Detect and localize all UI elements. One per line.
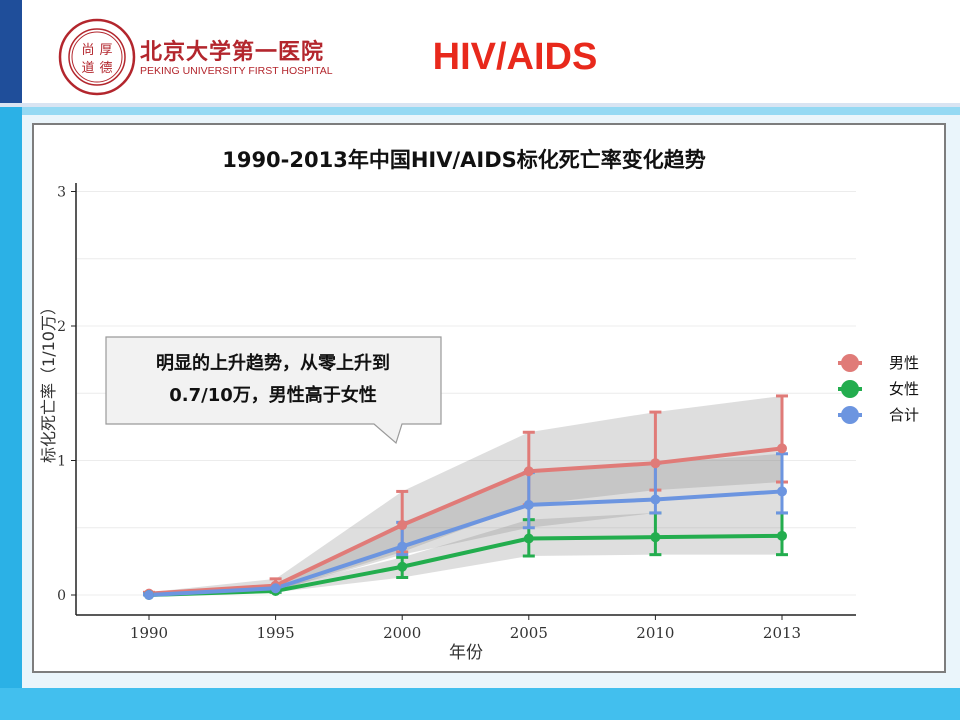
hospital-name-cn: 北京大学第一医院: [140, 39, 325, 65]
data-point: [144, 590, 154, 600]
data-point: [523, 499, 534, 510]
callout-line: 明显的上升趋势，从零上升到: [156, 353, 390, 374]
seal-char: 道: [81, 61, 94, 76]
x-tick-label: 1995: [257, 624, 295, 642]
y-tick-label: 1: [57, 454, 66, 470]
hospital-name-en: PEKING UNIVERSITY FIRST HOSPITAL: [140, 65, 333, 77]
hospital-logo: 尚 厚 道 德 北京大学第一医院 PEKING UNIVERSITY FIRST…: [58, 14, 338, 106]
legend-label: 男性: [889, 354, 919, 372]
y-tick-label: 2: [57, 319, 66, 335]
x-tick-label: 2000: [383, 624, 421, 642]
seal-char: 德: [99, 61, 112, 76]
chart-panel: 1990-2013年中国HIV/AIDS标化死亡率变化趋势 0 1 2 3 1990 19…: [32, 123, 946, 673]
data-point: [270, 583, 281, 594]
data-point: [523, 533, 534, 544]
legend-swatch: [841, 380, 859, 398]
data-point: [777, 486, 787, 497]
y-axis-title: 标化死亡率（1/10万）: [39, 299, 58, 463]
data-point: [397, 561, 408, 572]
x-axis-title: 年份: [449, 643, 483, 663]
legend-label: 女性: [889, 380, 919, 398]
confidence-band: [149, 395, 782, 595]
slide-title: HIV/AIDS: [432, 36, 598, 78]
death-rate-chart: 1990-2013年中国HIV/AIDS标化死亡率变化趋势 0 1 2 3 1990 19…: [39, 148, 919, 663]
y-tick-label: 0: [57, 588, 66, 604]
seal-char: 尚: [81, 43, 94, 58]
data-point: [650, 458, 661, 469]
data-point: [523, 466, 534, 477]
x-tick-label: 1990: [130, 624, 168, 642]
seal-char: 厚: [99, 43, 112, 58]
callout-line: 0.7/10万，男性高于女性: [169, 385, 377, 406]
x-tick-label: 2013: [763, 624, 801, 642]
hospital-seal: 尚 厚 道 德: [58, 18, 136, 96]
data-point: [777, 530, 787, 541]
x-tick-label: 2010: [636, 624, 674, 642]
series-line: [148, 489, 783, 597]
legend-swatch: [841, 406, 859, 424]
callout-box: [105, 336, 442, 445]
y-tick-label: 3: [57, 185, 66, 201]
legend-swatch: [841, 354, 859, 372]
series-line: [148, 446, 783, 596]
x-tick-label: 2005: [510, 624, 548, 642]
data-point: [397, 520, 408, 531]
legend-label: 合计: [889, 406, 919, 424]
data-point: [650, 494, 661, 505]
data-point: [650, 532, 661, 543]
data-point: [397, 541, 408, 552]
callout-text: 明显的上升趋势，从零上升到 0.7/10万，男性高于女性: [106, 348, 440, 412]
data-point: [777, 443, 787, 454]
series-line: [148, 533, 783, 597]
chart-title: 1990-2013年中国HIV/AIDS标化死亡率变化趋势: [222, 148, 706, 172]
